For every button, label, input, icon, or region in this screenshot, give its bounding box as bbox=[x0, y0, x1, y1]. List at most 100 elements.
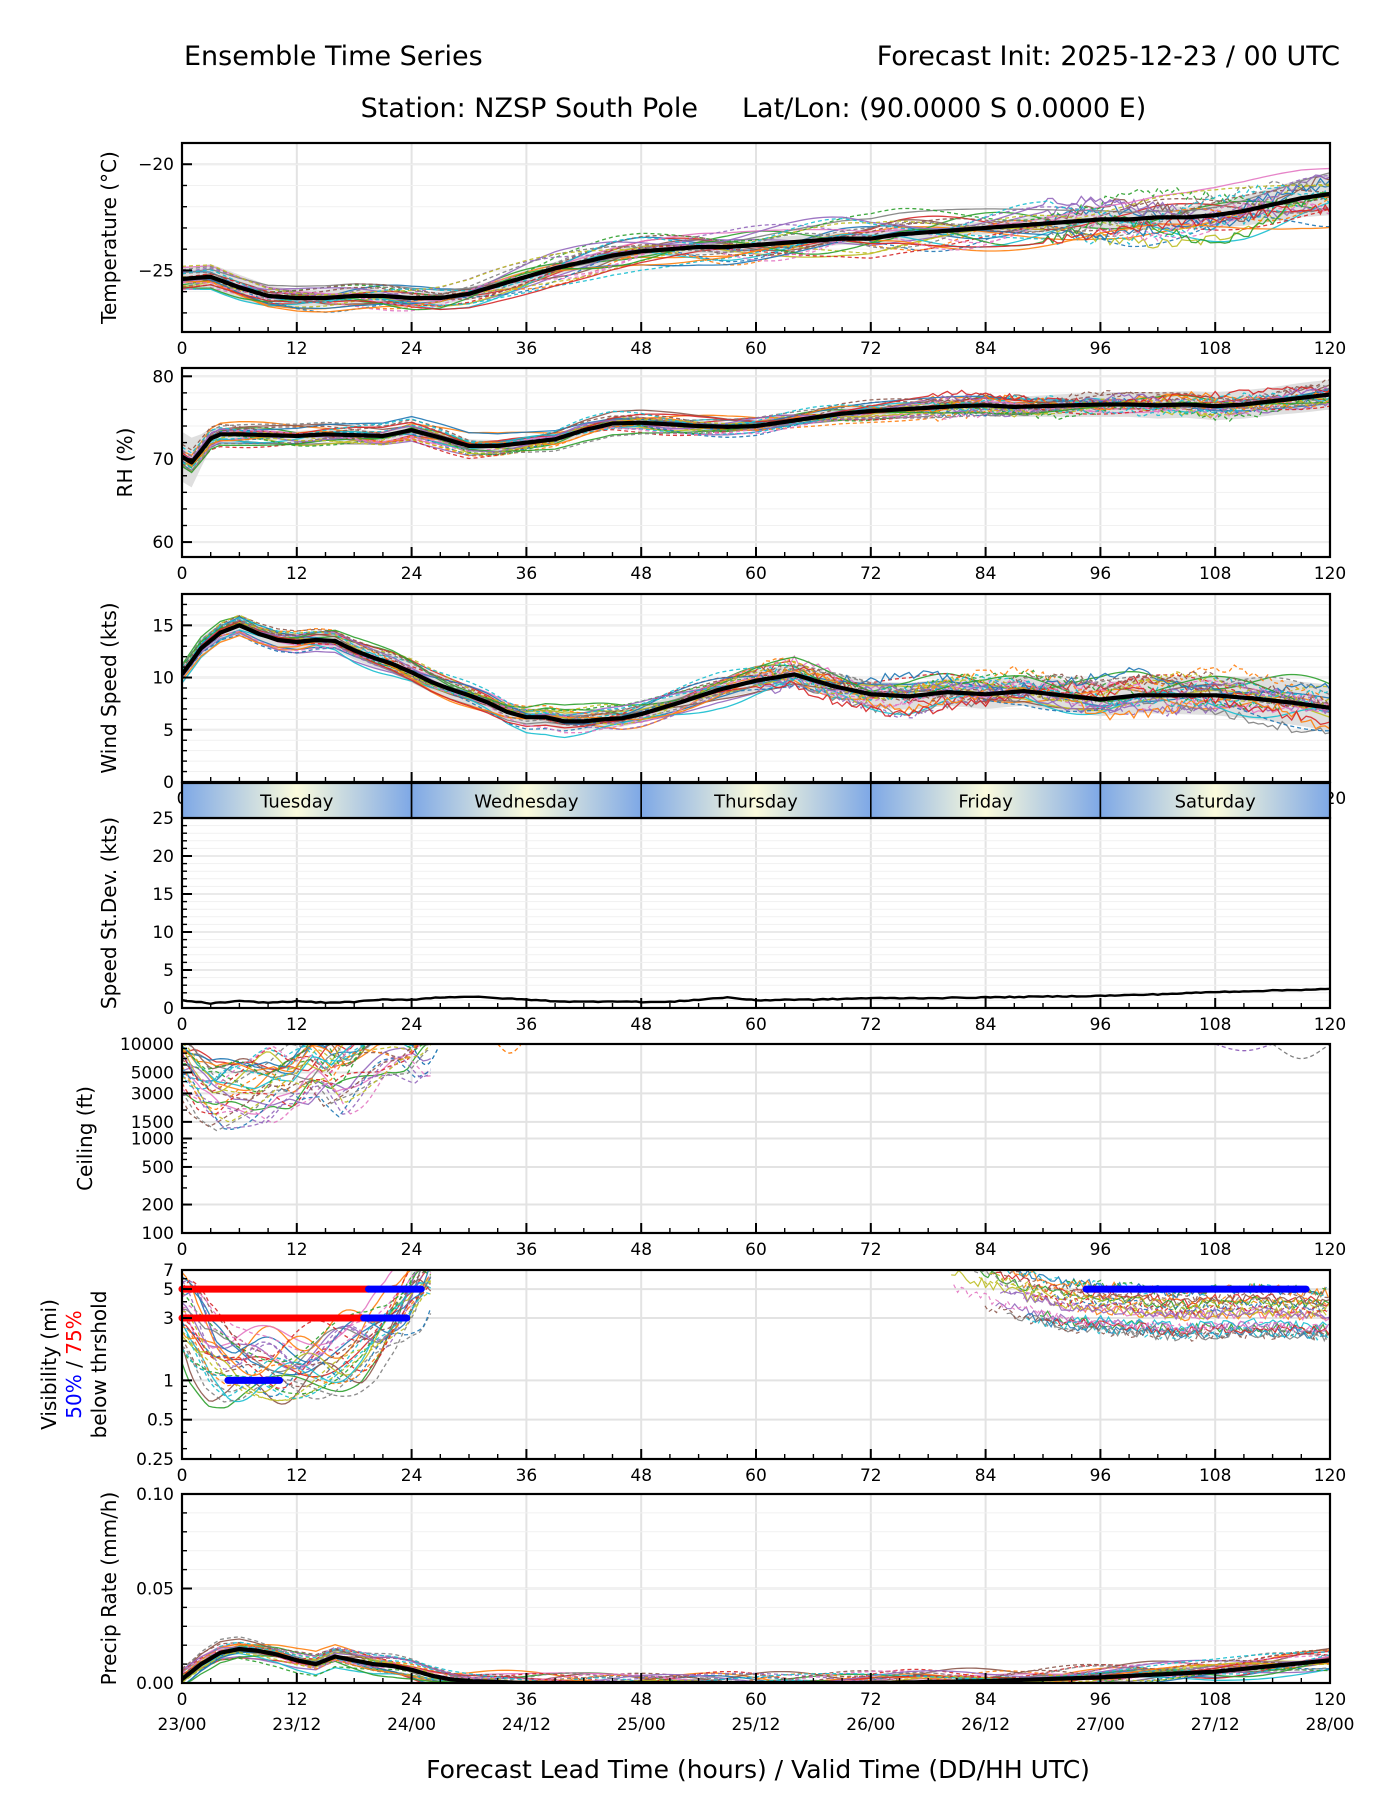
day-band-frame bbox=[180, 781, 1332, 820]
y-axis-label: Visibility (mi) bbox=[37, 1299, 61, 1430]
legend-75pct: 75% bbox=[62, 1310, 86, 1354]
y-axis-label: RH (%) bbox=[113, 428, 137, 498]
x-tick-label: 12 bbox=[286, 1466, 308, 1486]
y-tick-label: 5 bbox=[163, 1280, 174, 1300]
ensemble-mean-line bbox=[182, 1646, 1330, 1683]
member-line bbox=[978, 1276, 1328, 1316]
x-tick-label: 72 bbox=[860, 339, 882, 359]
member-line bbox=[182, 1280, 432, 1402]
member-line bbox=[1006, 1270, 1328, 1299]
panel-visibility: 0 12 24 36 48 60 72 84 96 108 120 0.25 0.5 1 3 57 Visibi… bbox=[37, 1261, 1346, 1486]
member-line bbox=[182, 397, 1330, 463]
member-line bbox=[182, 1270, 417, 1370]
y-tick-label: 0.00 bbox=[136, 1674, 174, 1694]
day-label: Friday bbox=[958, 792, 1013, 813]
y-axis-label-sub: below thrshold bbox=[87, 1291, 111, 1439]
y-tick-label: 70 bbox=[152, 450, 174, 470]
day-label: Wednesday bbox=[474, 792, 579, 813]
x-tick-label: 60 bbox=[745, 1015, 767, 1035]
panel-temperature: 0 12 24 36 48 60 72 84 96 108 120 −25 −20 Temperature… bbox=[97, 141, 1346, 359]
day-label: Tuesday bbox=[259, 792, 334, 813]
x-tick-label: 36 bbox=[516, 1015, 538, 1035]
y-tick-label: 0.25 bbox=[136, 1450, 174, 1470]
x-tick-label: 72 bbox=[860, 1015, 882, 1035]
x-tick-label: 84 bbox=[975, 1015, 997, 1035]
valid-time-label: 23/00 bbox=[158, 1715, 207, 1735]
member-line bbox=[1272, 1044, 1330, 1060]
x-tick-label: 60 bbox=[745, 564, 767, 584]
x-tick-label: 24 bbox=[401, 339, 423, 359]
x-tick-label: 48 bbox=[630, 339, 652, 359]
plot-area bbox=[182, 1044, 1330, 1132]
x-tick-label: 12 bbox=[286, 1015, 308, 1035]
x-tick-label: 0 bbox=[177, 1240, 188, 1260]
member-line bbox=[182, 1651, 1330, 1683]
title-right: Forecast Init: 2025-12-23 / 00 UTC bbox=[877, 41, 1340, 72]
member-line bbox=[1035, 1317, 1328, 1342]
panel-wind-speed: 01224364860728496108120051015Wind Speed … bbox=[97, 592, 1346, 809]
panel-rh: 0 12 24 36 48 60 72 84 96 108 120 60 70 80 RH (%) bbox=[113, 366, 1346, 584]
x-tick-label: 60 bbox=[745, 1240, 767, 1260]
member-line bbox=[182, 622, 1330, 726]
y-tick-label: 3 bbox=[163, 1309, 174, 1329]
station-label: Station: NZSP South Pole bbox=[361, 93, 698, 124]
y-axis-label-legend: 50% / 75% bbox=[62, 1310, 86, 1418]
legend-50pct: 50% bbox=[62, 1374, 86, 1418]
valid-time-label: 27/00 bbox=[1076, 1715, 1125, 1735]
x-tick-label: 24 bbox=[401, 1690, 423, 1710]
x-tick-label: 60 bbox=[745, 339, 767, 359]
x-tick-label: 0 bbox=[177, 1015, 188, 1035]
member-line bbox=[182, 392, 1330, 454]
x-tick-label: 12 bbox=[286, 339, 308, 359]
member-line bbox=[182, 1044, 431, 1095]
x-tick-label: 108 bbox=[1199, 1240, 1231, 1260]
member-line bbox=[182, 1044, 431, 1072]
y-axis-label: Speed St.Dev. (kts) bbox=[97, 817, 121, 1009]
x-tick-label: 72 bbox=[860, 1240, 882, 1260]
member-line bbox=[182, 200, 1330, 312]
x-tick-label: 12 bbox=[286, 1240, 308, 1260]
x-tick-label: 120 bbox=[1314, 1015, 1346, 1035]
valid-time-label: 26/00 bbox=[846, 1715, 895, 1735]
day-cell bbox=[1099, 782, 1331, 819]
x-tick-label: 36 bbox=[516, 1240, 538, 1260]
x-tick-label: 120 bbox=[1314, 1466, 1346, 1486]
member-line bbox=[995, 1301, 1330, 1334]
x-tick-label: 60 bbox=[745, 1466, 767, 1486]
valid-time-label: 27/12 bbox=[1191, 1715, 1240, 1735]
member-line bbox=[182, 1270, 394, 1349]
member-line bbox=[182, 1048, 431, 1132]
y-tick-label: 100 bbox=[142, 1224, 174, 1244]
x-tick-label: 96 bbox=[1090, 1015, 1112, 1035]
y-tick-label: 15 bbox=[152, 616, 174, 636]
x-tick-label: 24 bbox=[401, 1240, 423, 1260]
y-tick-label: 80 bbox=[152, 367, 174, 387]
x-tick-label: 0 bbox=[177, 1466, 188, 1486]
x-tick-label: 12 bbox=[286, 1690, 308, 1710]
valid-time-label: 23/12 bbox=[272, 1715, 321, 1735]
x-tick-label: 84 bbox=[975, 1240, 997, 1260]
member-line bbox=[182, 183, 1330, 304]
member-line bbox=[182, 1044, 431, 1081]
y-tick-label: 1000 bbox=[131, 1130, 174, 1150]
plot-area bbox=[182, 167, 1330, 313]
member-line bbox=[1033, 1294, 1330, 1316]
y-tick-label: 5000 bbox=[131, 1063, 174, 1083]
x-tick-label: 96 bbox=[1090, 1240, 1112, 1260]
day-cell bbox=[869, 782, 1102, 819]
x-tick-label: 60 bbox=[745, 1690, 767, 1710]
y-axis-label: Precip Rate (mm/h) bbox=[97, 1492, 121, 1686]
member-line bbox=[182, 1648, 1330, 1683]
y-tick-label: −25 bbox=[138, 261, 174, 281]
x-tick-label: 0 bbox=[177, 564, 188, 584]
y-axis-label: Temperature (°C) bbox=[97, 151, 121, 325]
x-tick-label: 96 bbox=[1090, 564, 1112, 584]
latlon-label: Lat/Lon: (90.0000 S 0.0000 E) bbox=[742, 93, 1146, 124]
member-line bbox=[411, 1044, 438, 1066]
y-tick-label: 10 bbox=[152, 923, 174, 943]
x-tick-label: 24 bbox=[401, 564, 423, 584]
member-line bbox=[182, 1044, 431, 1128]
member-line bbox=[182, 620, 1330, 722]
member-line bbox=[182, 174, 1330, 300]
member-line bbox=[1051, 1292, 1329, 1313]
